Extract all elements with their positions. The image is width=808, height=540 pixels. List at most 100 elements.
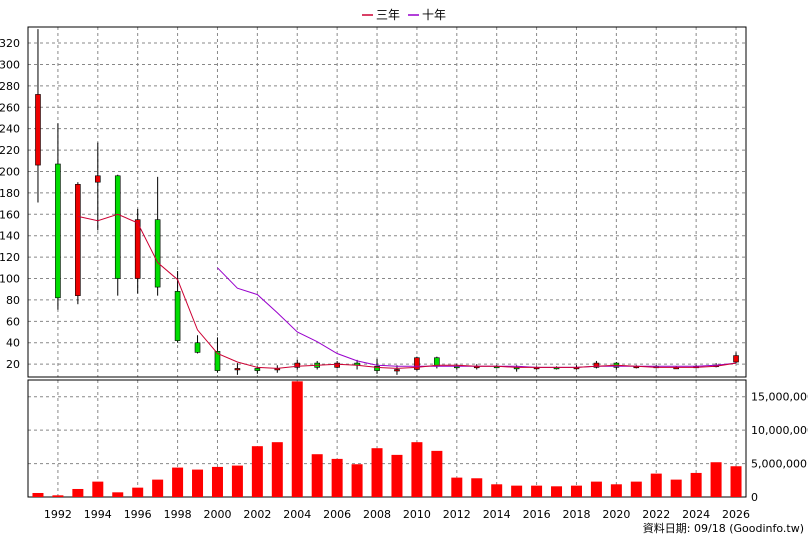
candle-body	[35, 94, 41, 166]
x-axis: 1992 1994 1996 1998 2000 2002 2004 2006 2008 2010…	[44, 508, 750, 521]
year-tick-label: 2012	[443, 508, 471, 521]
year-tick-label: 2002	[243, 508, 271, 521]
volume-bar	[92, 481, 104, 497]
volume-bar	[211, 466, 223, 497]
price-tick-label: 180	[0, 187, 20, 200]
candle-body	[214, 351, 221, 371]
price-tick-label: 100	[0, 273, 20, 286]
price-tick-label: 20	[6, 358, 20, 371]
year-tick-label: 1998	[164, 508, 192, 521]
price-tick-label: 220	[0, 144, 20, 157]
year-tick-label: 2006	[323, 508, 351, 521]
chart-legend: 三年 十年	[362, 8, 446, 22]
volume-bar	[172, 467, 184, 497]
price-panel: 20 40 60 80 100 120 140 160 180 200 220 240 260 280 30…	[0, 26, 747, 378]
candle-body	[254, 368, 261, 371]
volume-bar	[251, 446, 263, 497]
volume-bar	[491, 484, 503, 497]
candle-body	[593, 362, 600, 368]
candle-body	[733, 355, 739, 363]
ma3-line	[77, 213, 737, 369]
price-tick-label: 240	[0, 123, 20, 136]
price-tick-label: 280	[0, 80, 20, 93]
candle-body	[334, 362, 340, 368]
candle-body	[294, 362, 301, 368]
legend-label-ma10: 十年	[422, 8, 446, 22]
candle-body	[55, 163, 61, 299]
volume-tick-label: 0	[751, 491, 758, 504]
volume-bar	[271, 442, 283, 497]
price-tick-label: 140	[0, 230, 20, 243]
year-tick-label: 1994	[84, 508, 112, 521]
price-tick-label: 200	[0, 165, 20, 178]
volume-bar	[52, 495, 64, 497]
volume-tick-label: 5,000,000	[751, 458, 807, 471]
price-panel-frame	[27, 26, 747, 378]
price-tick-label: 260	[0, 101, 20, 114]
price-tick-label: 60	[6, 315, 20, 328]
volume-bar	[351, 464, 363, 497]
year-tick-label: 2026	[722, 508, 750, 521]
price-tick-label: 120	[0, 251, 20, 264]
volume-panel-frame	[27, 379, 747, 498]
volume-bar	[570, 485, 582, 497]
volume-bar	[730, 466, 742, 497]
volume-bar	[371, 448, 383, 497]
volume-bar	[531, 485, 543, 497]
volume-panel: 0 5,000,000 10,000,000 15,000,000	[27, 379, 808, 504]
candle-body	[134, 219, 141, 279]
volume-bar	[451, 477, 463, 497]
volume-bar	[192, 469, 204, 497]
price-tick-label: 80	[6, 294, 20, 307]
price-tick-label: 40	[6, 337, 20, 350]
year-tick-label: 2024	[682, 508, 710, 521]
year-tick-label: 2010	[403, 508, 431, 521]
candle-body	[95, 175, 101, 183]
volume-bar	[72, 488, 84, 497]
volume-bar	[411, 442, 423, 497]
volume-bar	[630, 481, 642, 497]
volume-bar	[331, 458, 343, 497]
year-tick-label: 1996	[124, 508, 152, 521]
volume-tick-label: 10,000,000	[751, 424, 808, 437]
source-note: 資料日期: 09/18 (Goodinfo.tw)	[643, 521, 804, 535]
year-tick-label: 2014	[483, 508, 511, 521]
volume-bar	[231, 465, 243, 497]
year-tick-label: 2008	[363, 508, 391, 521]
volume-bar	[391, 454, 403, 497]
candle-body	[174, 291, 181, 341]
year-tick-label: 2004	[283, 508, 311, 521]
ma10-line	[217, 267, 737, 368]
volume-bar	[311, 454, 323, 497]
candle-body	[414, 357, 420, 370]
price-tick-label: 160	[0, 208, 20, 221]
volume-bar	[551, 486, 563, 497]
legend-label-ma3: 三年	[376, 8, 400, 22]
price-tick-label: 300	[0, 58, 20, 71]
candle-body	[374, 365, 380, 371]
volume-bar	[511, 485, 523, 497]
volume-bar	[710, 462, 722, 497]
year-tick-label: 1992	[44, 508, 72, 521]
volume-bar	[132, 487, 144, 497]
candle-body	[234, 368, 241, 371]
volume-bar	[152, 479, 164, 497]
year-tick-label: 2022	[642, 508, 670, 521]
volume-bar	[670, 479, 682, 497]
price-tick-label: 320	[0, 37, 20, 50]
candle-body	[394, 369, 400, 372]
year-tick-label: 2016	[523, 508, 551, 521]
year-tick-label: 2000	[203, 508, 231, 521]
volume-bar	[590, 481, 602, 497]
volume-bar	[431, 450, 443, 497]
volume-tick-label: 15,000,000	[751, 391, 808, 404]
volume-bar	[291, 381, 303, 497]
candle-body	[194, 342, 201, 353]
volume-bar	[471, 478, 483, 497]
volume-bar	[650, 473, 662, 497]
year-tick-label: 2018	[562, 508, 590, 521]
volume-bar	[32, 492, 44, 497]
candle-body	[114, 175, 121, 279]
candle-body	[75, 184, 81, 296]
